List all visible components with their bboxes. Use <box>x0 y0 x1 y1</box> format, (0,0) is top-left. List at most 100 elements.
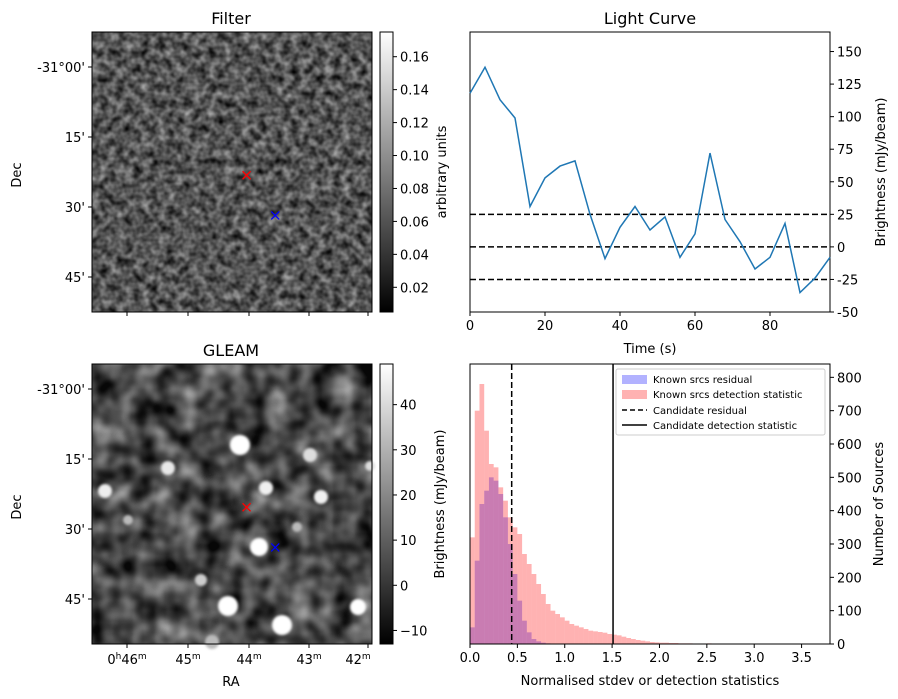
histogram-bar-detection <box>564 620 570 644</box>
gleam-colorbar: −10 0 10 20 30 40 Brightness (mJy/beam) <box>379 363 448 645</box>
histogram-bar-detection <box>545 604 551 644</box>
histogram-legend: Known srcs residual Known srcs detection… <box>615 368 826 436</box>
gleam-ytick-label: 15' <box>65 453 85 468</box>
marker-stroke <box>270 210 280 220</box>
lightcurve-xlabel: Time (s) <box>623 342 677 357</box>
gleam-xtick-label: 44m <box>236 652 261 668</box>
filter-colorbar: 0.02 0.04 0.06 0.08 0.10 0.12 0.14 0.16 arbitra… <box>379 31 450 313</box>
lightcurve-ytick-label: 100 <box>837 111 862 126</box>
gleam-title: GLEAM <box>203 341 259 360</box>
filter-panel: Filter -31°00' 15' 30' 45' Dec 0.020 <box>10 9 450 316</box>
histogram-bar-detection <box>626 638 632 644</box>
gleam-colorbar-tick-label: 20 <box>400 489 417 504</box>
histogram-panel: 0.0 0.5 1.0 1.5 2.0 2.5 3.0 3.5 0 100 200 300 400 50… <box>460 363 887 689</box>
histogram-vlines <box>510 364 614 644</box>
gleam-xtick-label: 43m <box>296 652 321 668</box>
lightcurve-xtick-label: 40 <box>612 319 629 334</box>
gleam-image <box>92 364 375 649</box>
gleam-xtick-label: 42m <box>345 652 370 668</box>
lightcurve-ytick-label: -25 <box>837 273 858 288</box>
filter-xticks <box>126 312 369 316</box>
histogram-bar-detection <box>650 642 655 644</box>
lightcurve-panel: Light Curve 0 20 40 60 80 -50 -25 0 25 50 75 100 12… <box>466 9 889 357</box>
histogram-bar-detection <box>574 625 579 644</box>
legend-swatch-residual <box>622 375 647 384</box>
histogram-bar-detection <box>664 642 669 644</box>
histogram-xtick-label: 0.5 <box>507 651 528 666</box>
source-marker <box>242 502 252 512</box>
marker-stroke <box>242 170 252 180</box>
lightcurve-xtick-label: 20 <box>537 319 554 334</box>
histogram-bar-residual <box>522 620 527 644</box>
gleam-ytick-label: 45' <box>65 593 85 608</box>
histogram-bar-detection <box>602 632 608 644</box>
lightcurve-line <box>469 65 831 294</box>
gleam-ytick-label: -31°00' <box>37 383 85 398</box>
filter-colorbar-tick-label: 0.08 <box>400 182 429 197</box>
filter-title: Filter <box>211 9 251 28</box>
histogram-bar-detection <box>645 641 650 644</box>
gleam-yticks: -31°00' 15' 30' 45' <box>37 383 92 608</box>
histogram-ylabel-right: Number of Sources <box>872 442 887 567</box>
histogram-bar-detection <box>654 642 660 644</box>
histogram-bar-residual <box>488 477 494 644</box>
gleam-xlabel: RA <box>222 675 240 690</box>
histogram-bar-detection <box>503 500 508 644</box>
lightcurve-ytick-label: -50 <box>837 306 858 321</box>
filter-colorbar-tick-label: 0.06 <box>400 215 429 230</box>
marker-stroke <box>270 542 280 552</box>
filter-ytick-label: 15' <box>65 131 85 146</box>
histogram-ytick-label: 700 <box>837 405 862 420</box>
lightcurve-xtick-label: 60 <box>687 319 704 334</box>
gleam-colorbar-tick-label: 40 <box>400 399 417 414</box>
lightcurve-xtick-label: 0 <box>466 319 474 334</box>
filter-colorbar-tick-label: 0.04 <box>400 248 429 263</box>
histogram-bar-residual <box>479 504 485 644</box>
histogram-bar-detection <box>635 640 641 644</box>
legend-swatch-detection <box>622 390 647 399</box>
histogram-bar-residual <box>517 600 523 644</box>
lightcurve-xtick-label: 80 <box>762 319 779 334</box>
histogram-xtick-label: 3.0 <box>744 651 765 666</box>
histogram-bar-detection <box>522 554 527 644</box>
histogram-xtick-label: 0.0 <box>460 651 481 666</box>
gleam-colorbar-tick-label: 0 <box>400 579 408 594</box>
histogram-bar-detection <box>526 564 532 644</box>
histogram-bar-detection <box>569 624 575 644</box>
lightcurve-ytick-label: 25 <box>837 208 854 223</box>
gleam-colorbar-label: Brightness (mJy/beam) <box>433 430 448 579</box>
gleam-xtick-label: 0h46m <box>107 652 146 668</box>
histogram-xtick-label: 2.0 <box>649 651 670 666</box>
histogram-bar-detection <box>550 610 556 644</box>
filter-colorbar-tick-label: 0.14 <box>400 84 429 99</box>
histogram-bar-detection <box>488 464 494 644</box>
lightcurve-yticks: -50 -25 0 25 50 75 100 125 150 <box>830 46 862 321</box>
histogram-bar-detection <box>612 634 617 644</box>
lightcurve-ytick-label: 0 <box>837 241 845 256</box>
filter-colorbar-tick-label: 0.10 <box>400 150 429 165</box>
filter-colorbar-tick-label: 0.16 <box>400 51 429 66</box>
histogram-bar-detection <box>474 410 480 644</box>
histogram-xtick-label: 2.5 <box>696 651 717 666</box>
legend-label: Known srcs residual <box>653 375 752 386</box>
histogram-bar-detection <box>560 617 565 644</box>
histogram-bar-detection <box>517 534 523 644</box>
histogram-bar-detection <box>588 630 594 644</box>
histogram-bar-detection <box>616 635 622 644</box>
histogram-bar-residual <box>536 641 542 644</box>
gleam-sources <box>98 435 375 649</box>
histogram-bar-detection <box>541 594 546 644</box>
filter-yticks: -31°00' 15' 30' 45' <box>37 61 92 286</box>
histogram-bar-residual <box>507 544 513 644</box>
histogram-bars <box>470 384 774 644</box>
filter-colorbar-tick-label: 0.02 <box>400 281 429 296</box>
filter-ytick-label: 30' <box>65 201 85 216</box>
marker-stroke <box>242 502 252 512</box>
histogram-bar-residual <box>526 632 532 644</box>
legend-label: Known srcs detection statistic <box>653 390 802 401</box>
histogram-yticks: 0 100 200 300 400 500 600 700 800 <box>830 371 862 653</box>
histogram-ytick-label: 100 <box>837 605 862 620</box>
histogram-bar-detection <box>593 631 598 644</box>
histogram-bar-detection <box>484 430 489 644</box>
gleam-ylabel: Dec <box>10 494 25 519</box>
